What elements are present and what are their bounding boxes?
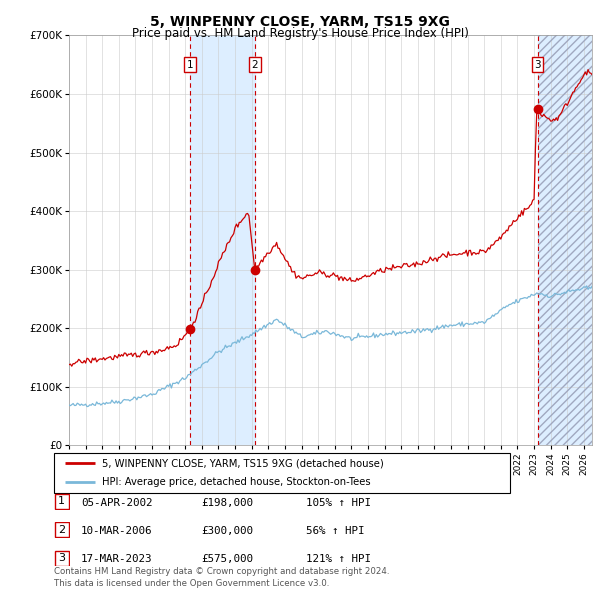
Text: 121% ↑ HPI: 121% ↑ HPI bbox=[306, 555, 371, 564]
FancyBboxPatch shape bbox=[55, 494, 69, 509]
Text: 5, WINPENNY CLOSE, YARM, TS15 9XG: 5, WINPENNY CLOSE, YARM, TS15 9XG bbox=[150, 15, 450, 30]
Text: 105% ↑ HPI: 105% ↑ HPI bbox=[306, 498, 371, 507]
Text: 3: 3 bbox=[58, 553, 65, 563]
Text: 17-MAR-2023: 17-MAR-2023 bbox=[81, 555, 152, 564]
Bar bbox=[538, 35, 592, 445]
Text: 2: 2 bbox=[58, 525, 65, 535]
Text: 56% ↑ HPI: 56% ↑ HPI bbox=[306, 526, 365, 536]
Text: £575,000: £575,000 bbox=[201, 555, 253, 564]
FancyBboxPatch shape bbox=[55, 550, 69, 566]
Text: 3: 3 bbox=[534, 60, 541, 70]
Text: 2: 2 bbox=[251, 60, 258, 70]
Bar bbox=[538, 35, 592, 445]
Text: Price paid vs. HM Land Registry's House Price Index (HPI): Price paid vs. HM Land Registry's House … bbox=[131, 27, 469, 40]
FancyBboxPatch shape bbox=[54, 453, 510, 493]
Text: 05-APR-2002: 05-APR-2002 bbox=[81, 498, 152, 507]
FancyBboxPatch shape bbox=[55, 522, 69, 537]
Text: £198,000: £198,000 bbox=[201, 498, 253, 507]
Text: £300,000: £300,000 bbox=[201, 526, 253, 536]
Text: 5, WINPENNY CLOSE, YARM, TS15 9XG (detached house): 5, WINPENNY CLOSE, YARM, TS15 9XG (detac… bbox=[102, 458, 383, 468]
Text: 10-MAR-2006: 10-MAR-2006 bbox=[81, 526, 152, 536]
Text: 1: 1 bbox=[58, 497, 65, 506]
Text: HPI: Average price, detached house, Stockton-on-Tees: HPI: Average price, detached house, Stoc… bbox=[102, 477, 371, 487]
Text: Contains HM Land Registry data © Crown copyright and database right 2024.
This d: Contains HM Land Registry data © Crown c… bbox=[54, 568, 389, 588]
Text: 1: 1 bbox=[187, 60, 193, 70]
Bar bbox=[190, 35, 255, 445]
